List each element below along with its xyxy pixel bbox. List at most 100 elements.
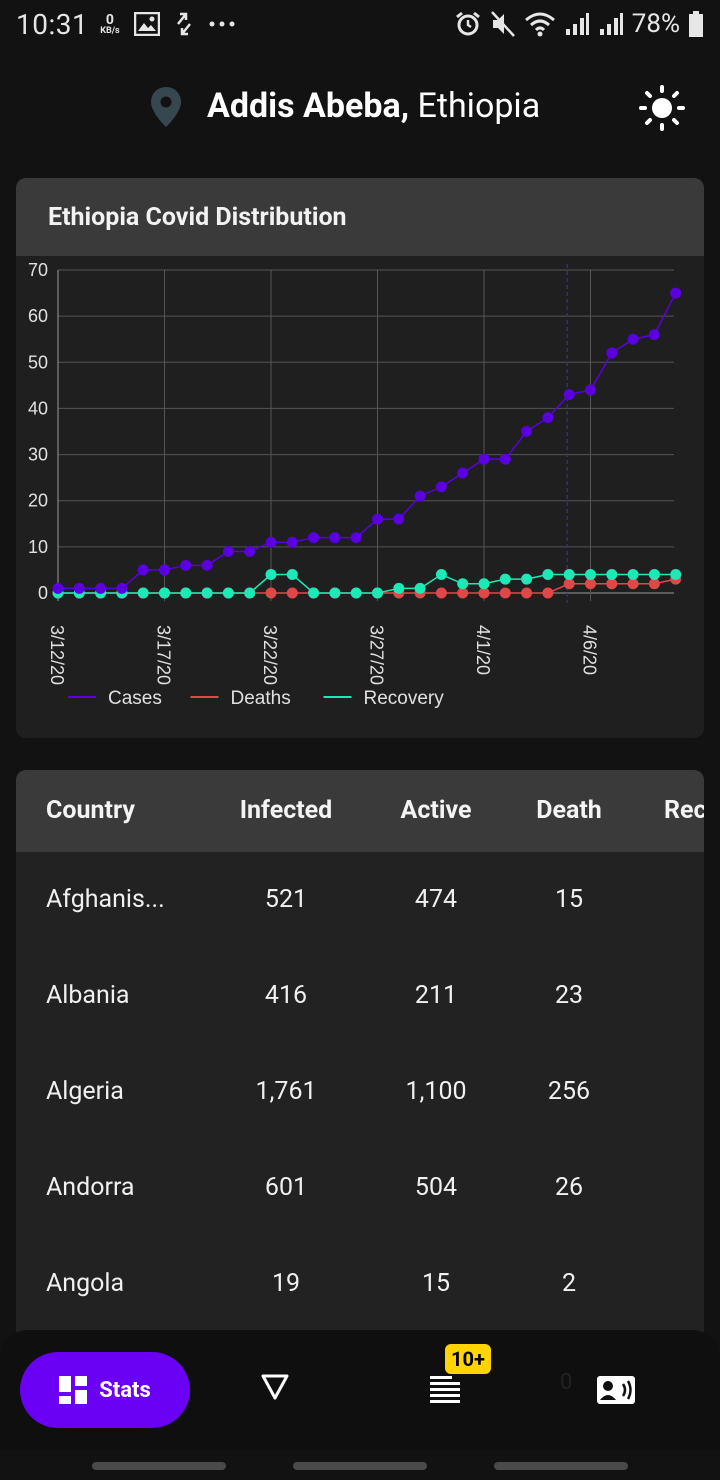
data-point-recovery [521, 573, 533, 585]
data-point-recovery [627, 569, 639, 581]
cell-active: 1,100 [405, 1077, 467, 1106]
data-point-cases [265, 536, 277, 548]
data-point-recovery [478, 578, 490, 590]
data-point-cases [606, 347, 618, 359]
data-point-deaths [499, 587, 511, 599]
news-count-badge: 10+ [445, 1344, 491, 1374]
data-point-recovery [563, 569, 575, 581]
data-point-deaths [648, 578, 660, 590]
cell-active: 474 [414, 885, 458, 914]
city-name: Addis Abeba, [207, 86, 410, 126]
table-row[interactable]: Afghanis... 521 474 15 [16, 852, 704, 948]
cell-death: 26 [554, 1173, 584, 1202]
cell-infected: 19 [271, 1269, 301, 1298]
sync-arrows-icon [176, 12, 191, 36]
location-label[interactable]: Addis Abeba, Ethiopia [207, 86, 540, 126]
table-row[interactable]: Albania 416 211 23 [16, 948, 704, 1044]
data-point-cases [159, 564, 170, 576]
data-point-cases [648, 329, 660, 341]
header-recovered[interactable]: Rec [664, 796, 704, 825]
table-row[interactable]: Angola 19 15 2 [16, 1236, 704, 1332]
location-header: Addis Abeba, Ethiopia [0, 72, 720, 142]
data-point-deaths [542, 587, 554, 599]
covid-line-chart[interactable]: 0 10 20 30 40 50 60 70 3/12/20 3/17/20 3/22/20 3/27… [16, 256, 704, 738]
nav-news-icon[interactable] [430, 1376, 460, 1404]
x-tick-label: 3/17/20 [154, 625, 174, 685]
nav-filter-triangle-icon[interactable] [261, 1374, 289, 1400]
country-stats-table: Country Infected Active Death Rec Afghan… [16, 770, 704, 1370]
data-point-recovery [222, 587, 234, 599]
data-point-recovery [457, 578, 469, 590]
gallery-icon [133, 12, 160, 36]
data-point-cases [308, 532, 320, 544]
header-infected[interactable]: Infected [239, 796, 333, 825]
nav-contact-icon[interactable] [597, 1376, 635, 1404]
country-name: Ethiopia [417, 86, 541, 126]
x-tick-label: 4/1/20 [473, 625, 493, 675]
data-point-deaths [478, 587, 490, 599]
battery-level: 78% [631, 9, 680, 39]
cell-country: Albania [46, 981, 130, 1010]
y-tick-label: 10 [28, 537, 48, 557]
clock: 10:31 [16, 7, 89, 41]
theme-toggle-icon[interactable] [638, 84, 686, 132]
location-pin-icon[interactable] [150, 86, 182, 128]
gesture-home[interactable] [293, 1462, 427, 1470]
data-point-cases [414, 490, 426, 502]
data-point-cases [137, 564, 149, 576]
hidden-count: 0 [560, 1370, 573, 1395]
cell-active: 211 [414, 981, 458, 1010]
series-line-deaths [58, 578, 676, 594]
data-point-cases [116, 582, 128, 594]
data-point-cases [372, 513, 383, 525]
data-point-cases [73, 582, 85, 594]
network-speed: 0 KB/s [100, 11, 120, 36]
cell-death: 2 [561, 1269, 577, 1298]
data-point-recovery [542, 569, 554, 581]
data-point-recovery [350, 587, 362, 599]
table-row[interactable]: Andorra 601 504 26 [16, 1140, 704, 1236]
data-point-recovery [585, 569, 596, 581]
data-point-recovery [201, 587, 213, 599]
cell-country: Afghanis... [46, 885, 165, 914]
data-point-cases [542, 412, 554, 424]
bottom-navigation: Stats 10+ 0 [0, 1330, 720, 1450]
more-notifications-icon [209, 21, 235, 27]
mute-icon [490, 11, 515, 37]
table-row[interactable]: Algeria 1,761 1,100 256 [16, 1044, 704, 1140]
data-point-cases [457, 467, 469, 479]
data-point-deaths [585, 578, 596, 590]
status-bar: 10:31 0 KB/s [0, 0, 720, 48]
data-point-cases [478, 453, 490, 465]
data-point-recovery [308, 587, 320, 599]
dashboard-icon [59, 1376, 88, 1404]
gesture-navigation-bar [0, 1450, 720, 1480]
data-point-recovery [372, 587, 383, 599]
cell-death: 23 [554, 981, 584, 1010]
alarm-icon [455, 11, 480, 36]
nav-stats-button[interactable]: Stats [20, 1352, 190, 1428]
header-active[interactable]: Active [400, 796, 472, 825]
data-point-cases [350, 532, 362, 544]
data-point-recovery [180, 587, 192, 599]
header-country[interactable]: Country [46, 796, 135, 825]
gesture-back[interactable] [92, 1462, 226, 1470]
y-tick-label: 40 [28, 398, 48, 418]
cell-infected: 521 [264, 885, 308, 914]
data-point-deaths [265, 587, 277, 599]
chart-card-header: Ethiopia Covid Distribution [16, 178, 704, 256]
legend-label-deaths: Deaths [231, 688, 291, 709]
data-point-recovery [159, 587, 170, 599]
data-point-recovery [286, 569, 298, 581]
data-point-cases [52, 582, 64, 594]
chart-title: Ethiopia Covid Distribution [48, 202, 347, 232]
gesture-recents[interactable] [494, 1462, 628, 1470]
header-death[interactable]: Death [536, 796, 602, 825]
data-point-recovery [670, 569, 682, 581]
data-point-recovery [414, 582, 426, 594]
x-tick-label: 3/22/20 [260, 625, 280, 685]
cell-country: Andorra [46, 1173, 135, 1202]
data-point-recovery [329, 587, 341, 599]
cell-infected: 416 [264, 981, 308, 1010]
y-tick-label: 0 [38, 583, 48, 603]
